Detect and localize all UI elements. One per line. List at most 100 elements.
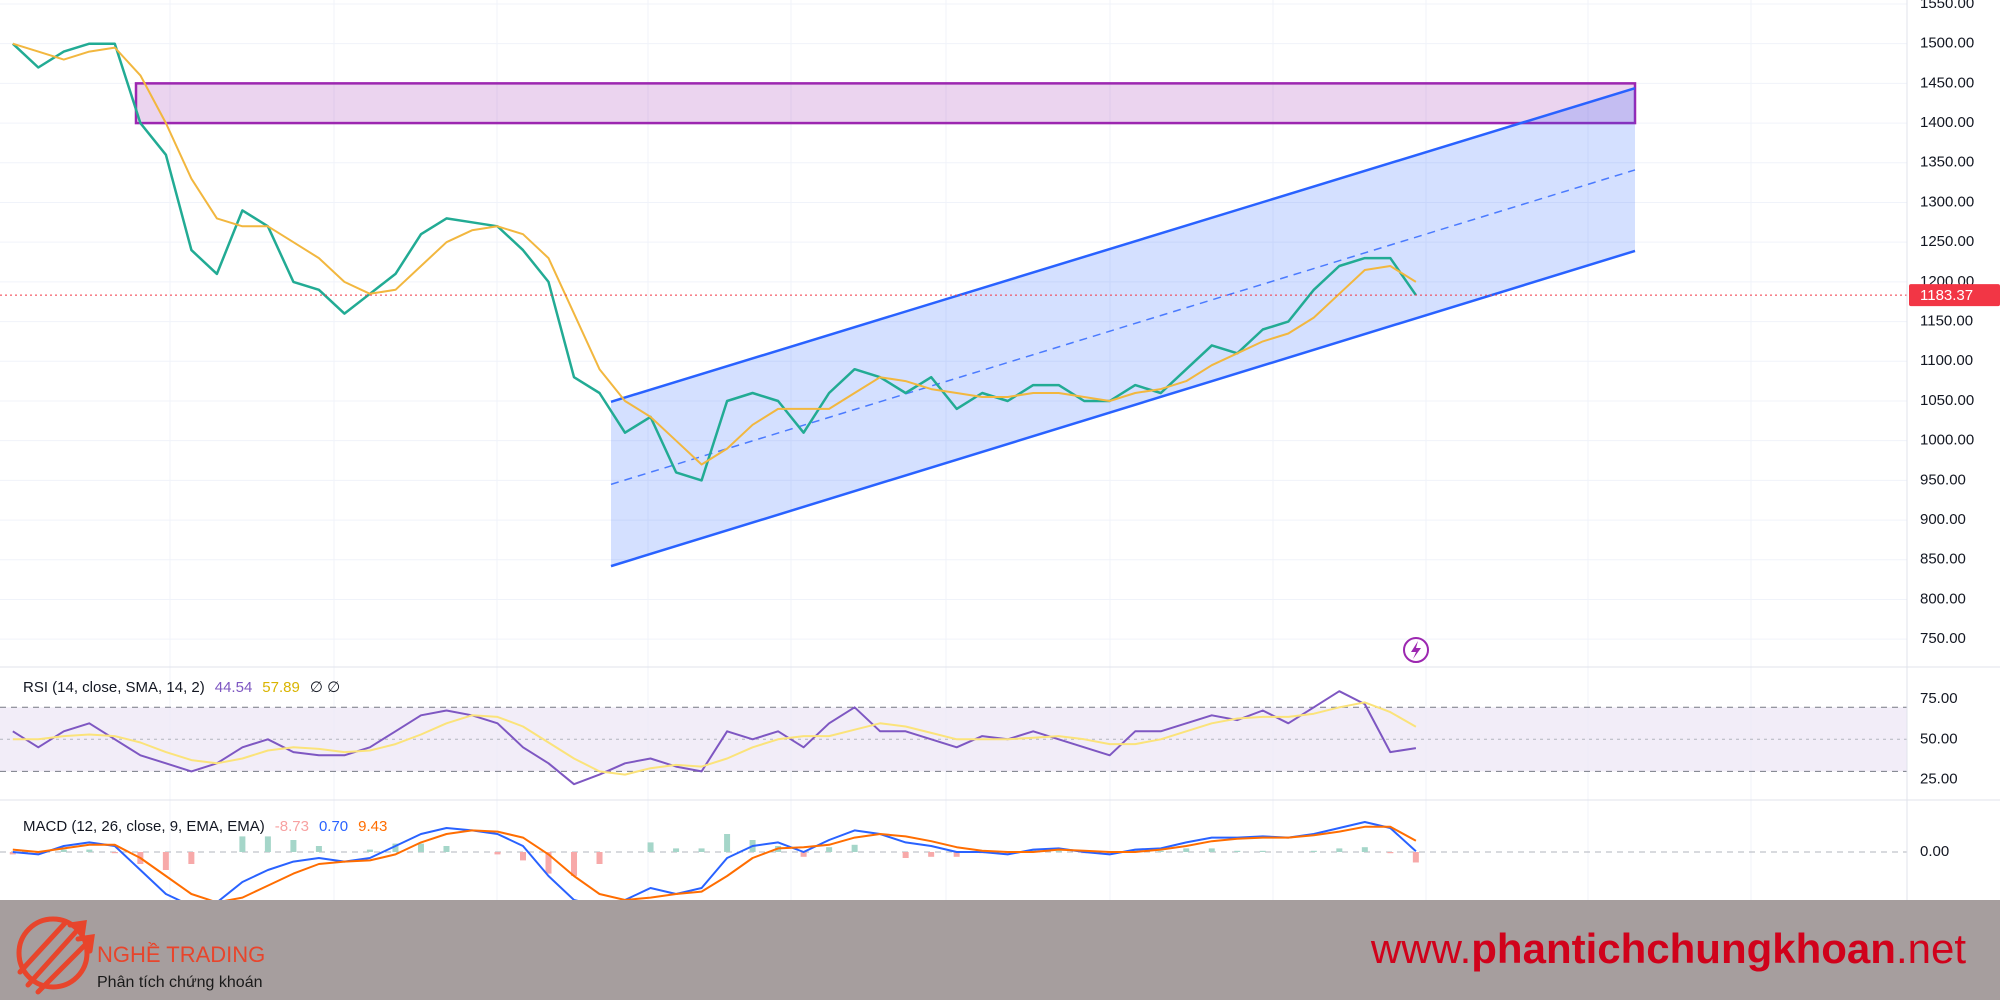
histogram-bar xyxy=(571,852,578,876)
indicator-value: ∅ ∅ xyxy=(310,679,340,696)
y-tick-label: 1500.00 xyxy=(1920,35,1974,52)
histogram-bar xyxy=(545,852,552,874)
indicator-name: MACD (12, 26, close, 9, EMA, EMA) xyxy=(23,818,265,835)
histogram-bar xyxy=(1234,850,1241,852)
histogram-bar xyxy=(1259,850,1266,852)
histogram-bar xyxy=(315,846,322,852)
y-tick-label: 900.00 xyxy=(1920,511,1966,528)
histogram-bar xyxy=(35,852,42,855)
histogram-bar xyxy=(953,852,960,857)
y-tick-label: 1150.00 xyxy=(1920,313,1973,330)
histogram-bar xyxy=(494,852,501,855)
indicator-name: RSI (14, close, SMA, 14, 2) xyxy=(23,679,205,696)
y-tick-label: 950.00 xyxy=(1920,471,1966,488)
histogram-bar xyxy=(1361,847,1368,852)
histogram-bar xyxy=(1004,852,1011,855)
histogram-bar xyxy=(1055,850,1062,852)
y-tick-label: 750.00 xyxy=(1920,630,1966,647)
y-tick-label: 50.00 xyxy=(1920,730,1958,747)
histogram-bar xyxy=(1157,850,1164,852)
y-tick-label: 1050.00 xyxy=(1920,392,1974,409)
last-price-box xyxy=(1909,284,2000,307)
histogram-bar xyxy=(9,852,16,855)
url-prefix: www. xyxy=(1370,925,1471,972)
histogram-bar xyxy=(724,834,731,852)
histogram-bar xyxy=(1336,848,1343,852)
indicator-value: -8.73 xyxy=(275,818,309,835)
footer: NGHỀ TRADING Phân tích chứng khoán www.p… xyxy=(0,900,2000,1000)
histogram-bar xyxy=(366,849,373,852)
logo-icon xyxy=(16,916,95,995)
y-tick-label: 1550.00 xyxy=(1920,0,1974,12)
channel-middle xyxy=(610,169,1636,486)
series-line xyxy=(12,825,1417,900)
histogram-bar xyxy=(1030,849,1037,852)
histogram-bar xyxy=(239,836,246,852)
histogram-bar xyxy=(1387,852,1394,854)
y-tick-label: 1250.00 xyxy=(1920,233,1974,250)
resistance-zone xyxy=(134,82,1637,125)
y-tick-label: 1400.00 xyxy=(1920,114,1974,131)
indicator-value: 9.43 xyxy=(358,818,387,835)
channel-lower xyxy=(610,249,1636,568)
series-line xyxy=(11,42,1417,482)
histogram-bar xyxy=(1310,850,1317,852)
y-tick-label: 75.00 xyxy=(1920,690,1958,707)
series-line xyxy=(12,701,1417,776)
histogram-bar xyxy=(673,848,680,852)
histogram-bar xyxy=(1106,852,1113,855)
histogram-bar xyxy=(902,852,909,858)
y-tick-label: 1100.00 xyxy=(1920,352,1973,369)
histogram-bar xyxy=(928,852,935,857)
y-tick-label: 1450.00 xyxy=(1920,74,1974,91)
vertical-grid xyxy=(169,0,1752,900)
y-tick-label: 1300.00 xyxy=(1920,193,1974,210)
price-axis: 750.00 800.00 850.00 900.00 950.00 1000.00 105… xyxy=(1909,0,2000,860)
url-suffix: .net xyxy=(1896,925,1966,972)
histogram-bar xyxy=(596,852,603,864)
histogram-bar xyxy=(800,852,807,857)
last-price-label: 1183.37 xyxy=(1920,287,1973,304)
histogram-bar xyxy=(188,852,195,864)
indicator-value: 57.89 xyxy=(262,679,300,696)
histogram-bar xyxy=(162,852,169,870)
y-tick-label: 1000.00 xyxy=(1920,432,1974,449)
brand-name: NGHỀ TRADING xyxy=(97,942,265,967)
brand-tagline: Phân tích chứng khoán xyxy=(97,974,263,991)
series-line xyxy=(12,821,1417,900)
histogram-bar xyxy=(264,836,271,852)
y-tick-label: 0.00 xyxy=(1920,843,1949,860)
histogram-bar xyxy=(826,847,833,852)
y-tick-label: 800.00 xyxy=(1920,590,1966,607)
plot-area xyxy=(0,3,1907,900)
histogram-bar xyxy=(443,846,450,852)
histogram-bar xyxy=(111,852,118,854)
replay-icon xyxy=(1403,637,1429,663)
website-url: www.phantichchungkhoan.net xyxy=(1370,925,1966,972)
histogram-bar xyxy=(698,848,705,852)
histogram-bar xyxy=(290,840,297,852)
histogram-bar xyxy=(392,843,399,852)
histogram-bar xyxy=(1183,848,1190,852)
histogram-bar xyxy=(60,849,67,852)
indicator-value: 44.54 xyxy=(215,679,253,696)
histogram-bar xyxy=(1132,849,1139,852)
channel-upper xyxy=(610,86,1636,403)
y-tick-label: 1350.00 xyxy=(1920,154,1974,171)
series-line xyxy=(12,42,1417,466)
histogram-bar xyxy=(1412,852,1419,863)
series-line xyxy=(12,690,1417,786)
indicator-value: 0.70 xyxy=(319,818,348,835)
histogram-bar xyxy=(417,843,424,852)
pane-header: MACD (12, 26, close, 9, EMA, EMA) -8.73 0.… xyxy=(23,818,387,835)
url-main: phantichchungkhoan xyxy=(1471,925,1896,972)
histogram-bar xyxy=(1208,848,1215,852)
y-tick-label: 850.00 xyxy=(1920,551,1966,568)
pane-header: RSI (14, close, SMA, 14, 2) 44.54 57.89 ∅ ∅ xyxy=(23,679,340,696)
histogram-bar xyxy=(86,849,93,852)
y-tick-label: 25.00 xyxy=(1920,770,1958,787)
footer-band xyxy=(0,900,2000,1000)
